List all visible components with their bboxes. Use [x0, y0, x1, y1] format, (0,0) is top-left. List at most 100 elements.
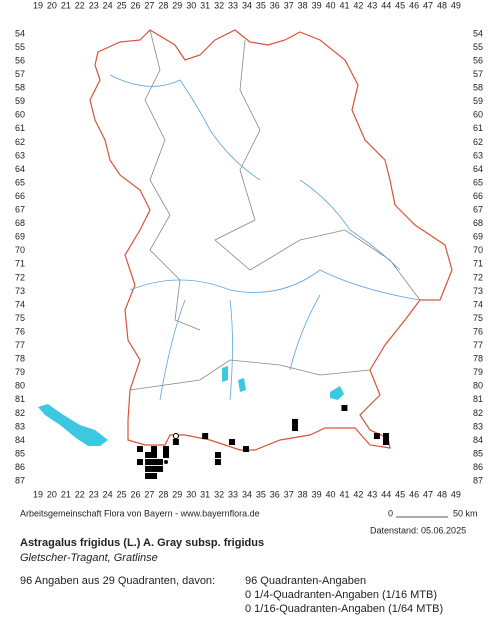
x-label: 25 [117, 489, 127, 499]
occurrence [151, 473, 158, 480]
x-label: 30 [186, 489, 196, 499]
x-label: 36 [270, 0, 280, 10]
occurrence [163, 451, 170, 458]
x-label: 24 [103, 0, 113, 10]
y-label: 77 [15, 340, 25, 350]
y-label: 70 [15, 245, 25, 255]
x-label: 23 [89, 0, 99, 10]
y-label: 76 [473, 326, 483, 336]
occurrence [136, 446, 143, 453]
y-label: 79 [15, 367, 25, 377]
x-label: 34 [242, 0, 252, 10]
y-label: 72 [473, 272, 483, 282]
y-label: 59 [15, 96, 25, 106]
y-label: 57 [473, 69, 483, 79]
y-label: 60 [15, 110, 25, 120]
occurrence [164, 460, 169, 465]
y-label: 72 [15, 272, 25, 282]
y-label: 79 [473, 367, 483, 377]
occurrence [136, 459, 143, 466]
x-label: 44 [381, 0, 391, 10]
x-label: 45 [395, 489, 405, 499]
occurrence [292, 425, 299, 432]
x-label: 31 [200, 489, 210, 499]
border [214, 39, 421, 301]
lake-constance [38, 404, 108, 446]
rivers [109, 74, 421, 401]
x-label: 45 [395, 0, 405, 10]
x-label: 26 [131, 489, 141, 499]
y-label: 62 [473, 137, 483, 147]
detail: 0 1/4-Quadranten-Angaben (1/16 MTB) [245, 589, 437, 601]
occurrence [151, 465, 158, 472]
x-label: 24 [103, 489, 113, 499]
y-label: 71 [15, 259, 25, 269]
y-label: 56 [473, 55, 483, 65]
y-label: 68 [15, 218, 25, 228]
y-label: 68 [473, 218, 483, 228]
x-label: 20 [47, 0, 57, 10]
y-label: 56 [15, 55, 25, 65]
date: Datenstand: 05.06.2025 [370, 525, 466, 535]
x-label: 26 [131, 0, 141, 10]
x-label: 23 [89, 489, 99, 499]
y-label: 80 [473, 381, 483, 391]
occurrence [214, 459, 221, 466]
y-label: 65 [15, 177, 25, 187]
y-label: 66 [15, 191, 25, 201]
x-label: 28 [158, 0, 168, 10]
subtitle: Gletscher-Tragant, Gratlinse [20, 552, 158, 564]
occurrence [151, 446, 158, 453]
occurrence [145, 459, 152, 466]
y-label: 69 [473, 232, 483, 242]
river [129, 269, 421, 301]
occurrence [382, 438, 389, 445]
y-label: 67 [473, 205, 483, 215]
x-label: 40 [326, 489, 336, 499]
x-label: 48 [437, 0, 447, 10]
y-label: 87 [473, 476, 483, 486]
river [109, 74, 261, 181]
y-label: 81 [15, 394, 25, 404]
x-label: 22 [75, 0, 85, 10]
x-label: 19 [33, 489, 43, 499]
y-label: 86 [473, 462, 483, 472]
x-label: 21 [61, 0, 71, 10]
x-label: 36 [270, 489, 280, 499]
occurrence [202, 433, 209, 440]
x-label: 38 [298, 489, 308, 499]
y-label: 67 [15, 205, 25, 215]
y-label: 58 [473, 83, 483, 93]
x-label: 33 [228, 0, 238, 10]
y-label: 60 [473, 110, 483, 120]
y-label: 81 [473, 394, 483, 404]
y-label: 58 [15, 83, 25, 93]
y-label: 54 [473, 28, 483, 38]
y-label: 82 [15, 408, 25, 418]
y-label: 75 [473, 313, 483, 323]
district-borders [129, 29, 421, 391]
x-label: 49 [451, 489, 461, 499]
x-label: 37 [284, 0, 294, 10]
y-label: 74 [15, 299, 25, 309]
credit: Arbeitsgemeinschaft Flora von Bayern - w… [20, 508, 260, 518]
border [129, 359, 371, 391]
occurrence [341, 404, 348, 411]
occurrence [172, 432, 180, 440]
y-label: 65 [473, 177, 483, 187]
occurrence [382, 433, 389, 440]
occurrence [242, 446, 249, 453]
border [144, 29, 201, 331]
occurrence [145, 465, 152, 472]
x-label: 46 [409, 0, 419, 10]
x-label: 35 [256, 0, 266, 10]
x-label: 31 [200, 0, 210, 10]
x-label: 46 [409, 489, 419, 499]
scale-end: 50 km [453, 508, 478, 518]
x-label: 29 [172, 489, 182, 499]
x-label: 27 [144, 0, 154, 10]
y-label: 82 [473, 408, 483, 418]
x-label: 40 [326, 0, 336, 10]
y-label: 69 [15, 232, 25, 242]
